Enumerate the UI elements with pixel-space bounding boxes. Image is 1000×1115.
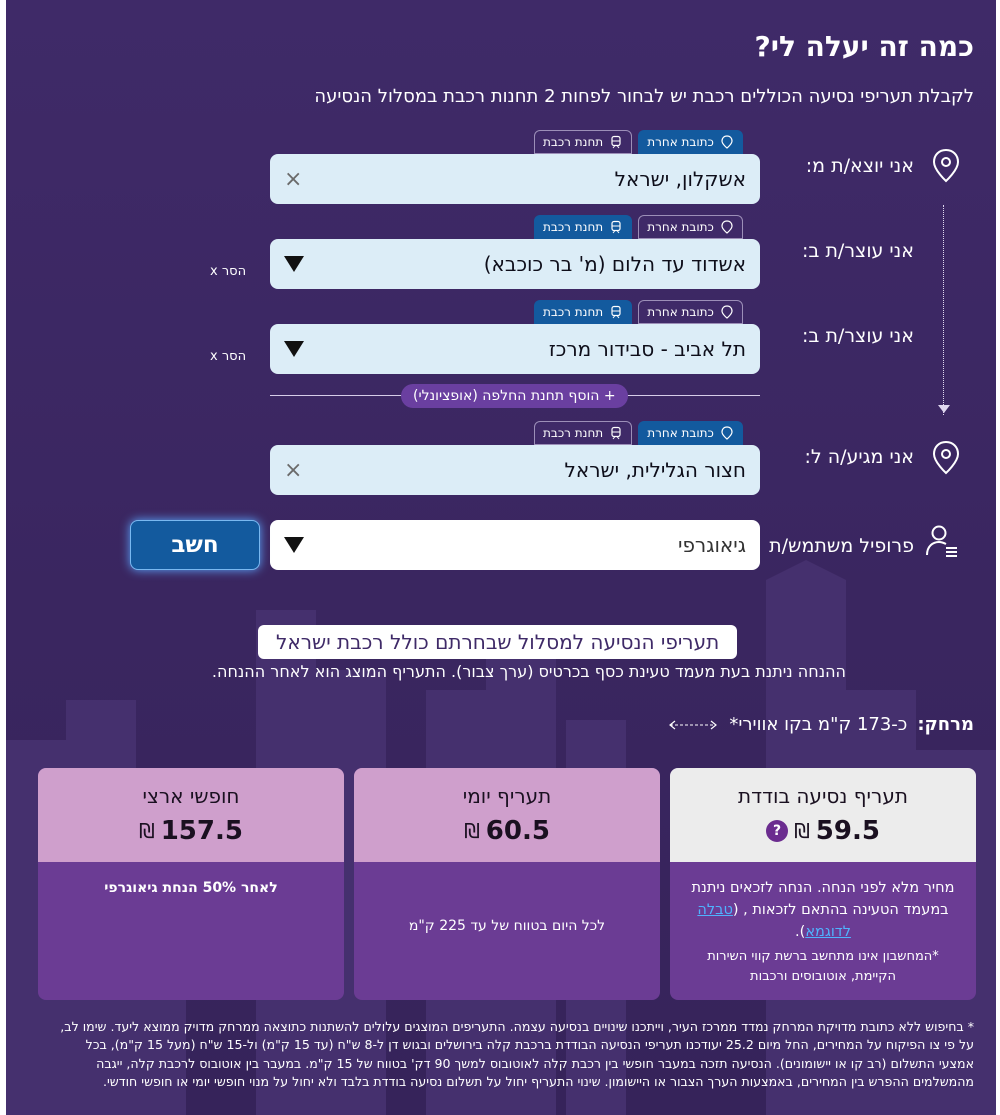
option-train-label: תחנת רכבת [543,135,604,149]
option-address-label: כתובת אחרת [647,135,714,149]
origin-value: אשקלון, ישראל [614,167,746,191]
location-pin-icon [932,440,960,475]
option-train-label: תחנת רכבת [543,305,604,319]
origin-label: אני יוצא/ת מ: [805,155,914,177]
footnote: * בחיפוש ללא כתובת מדויקת המרחק נמדד ממר… [60,1019,974,1089]
example-table-link[interactable]: טבלה לדוגמא [697,901,851,940]
train-icon [611,135,621,149]
add-transfer-button[interactable]: + הוסף תחנת החלפה (אופציונלי) [401,384,628,408]
stop2-option-address[interactable]: כתובת אחרת [638,300,743,324]
stop2-select[interactable]: תל אביב - סבידור מרכז [270,324,760,374]
national-fare-price: 157.5 [160,816,243,846]
location-pin-icon [721,426,733,440]
origin-clear-icon[interactable]: × [284,166,303,192]
stop2-option-train[interactable]: תחנת רכבת [534,300,633,324]
single-fare-price: 59.5 [815,816,880,846]
option-address-label: כתובת אחרת [647,220,714,234]
daily-fare-price: 60.5 [485,816,550,846]
route-arrow-icon [938,405,950,413]
origin-input[interactable]: אשקלון, ישראל × [270,154,760,204]
stop1-label: אני עוצר/ת ב: [802,240,914,262]
daily-fare-price-row: 60.5 ₪ [464,816,550,846]
option-address-label: כתובת אחרת [647,305,714,319]
origin-option-train[interactable]: תחנת רכבת [534,130,633,154]
stop1-remove-button[interactable]: x הסר [210,264,247,279]
national-fare-text: לאחר 50% הנחת גיאוגרפי [104,880,278,896]
stop1-option-address[interactable]: כתובת אחרת [638,215,743,239]
profile-label: פרופיל משתמש/ת [769,535,914,557]
help-icon[interactable]: ? [766,820,789,842]
location-pin-icon [932,148,960,183]
train-icon [611,426,621,440]
single-fare-header: תעריף נסיעה בודדת 59.5 ₪ ? [670,768,976,862]
chevron-down-icon [284,341,304,357]
daily-fare-text: לכל היום בטווח של עד 225 ק"מ [408,918,606,934]
stop2-remove-button[interactable]: x הסר [210,349,247,364]
national-fare-name: חופשי ארצי [142,784,240,808]
option-train-label: תחנת רכבת [543,426,604,440]
results-title: תעריפי הנסיעה למסלול שבחרתם כולל רכבת יש… [258,625,738,659]
results-note: ההנחה ניתנת בעת מעמד טעינת כסף בכרטיס (ע… [211,662,846,681]
destination-label: אני מגיע/ה ל: [804,446,914,468]
daily-fare-header: תעריף יומי 60.5 ₪ [354,768,660,862]
distance-row: מרחק: כ-173 ק"מ בקו אווירי* [667,714,974,735]
national-fare-header: חופשי ארצי 157.5 ₪ [38,768,344,862]
single-fare-text-end: ). [795,923,806,940]
destination-input[interactable]: חצור הגלילית, ישראל × [270,445,760,495]
distance-label: מרחק: [917,714,974,735]
stop1-value: אשדוד עד הלום (מ' בר כוכבא) [483,252,746,276]
national-fare-card: חופשי ארצי 157.5 ₪ לאחר 50% הנחת גיאוגרפ… [38,768,344,1000]
fare-calculator: כמה זה יעלה לי? לקבלת תעריפי נסיעה הכולל… [6,0,996,1115]
destination-value: חצור הגלילית, ישראל [564,458,746,482]
origin-type-selector: כתובת אחרת תחנת רכבת [534,130,743,154]
stop1-select[interactable]: אשדוד עד הלום (מ' בר כוכבא) [270,239,760,289]
stop2-label: אני עוצר/ת ב: [802,325,914,347]
chevron-down-icon [284,537,304,553]
shekel-symbol: ₪ [139,819,155,843]
profile-select[interactable]: גיאוגרפי [270,520,760,570]
location-pin-icon [721,220,733,234]
stop2-type-selector: כתובת אחרת תחנת רכבת [534,300,743,324]
option-address-label: כתובת אחרת [647,426,714,440]
single-fare-details: מחיר מלא לפני הנחה. הנחה לזכאים ניתנת במ… [670,862,976,1000]
location-pin-icon [721,305,733,319]
single-fare-price-row: 59.5 ₪ ? [766,816,880,846]
page-subtitle: לקבלת תעריפי נסיעה הכוללים רכבת יש לבחור… [314,86,974,107]
destination-type-selector: כתובת אחרת תחנת רכבת [534,421,743,445]
daily-fare-name: תעריף יומי [462,784,552,808]
destination-clear-icon[interactable]: × [284,457,303,483]
single-fare-note: *המחשבון אינו מתחשב ברשת קווי השירות הקי… [707,949,939,984]
distance-value: כ-173 ק"מ בקו אווירי* [729,714,908,735]
destination-option-address[interactable]: כתובת אחרת [638,421,743,445]
single-fare-name: תעריף נסיעה בודדת [738,784,908,808]
train-icon [611,220,621,234]
calculate-button[interactable]: חשב [130,520,260,570]
stop2-value: תל אביב - סבידור מרכז [548,337,746,361]
page-title: כמה זה יעלה לי? [754,30,974,63]
single-fare-card: תעריף נסיעה בודדת 59.5 ₪ ? מחיר מלא לפני… [670,768,976,1000]
shekel-symbol: ₪ [794,819,810,843]
route-connector-line [943,205,944,415]
option-train-label: תחנת רכבת [543,220,604,234]
stop1-option-train[interactable]: תחנת רכבת [534,215,633,239]
chevron-down-icon [284,256,304,272]
origin-option-address[interactable]: כתובת אחרת [638,130,743,154]
single-fare-text: מחיר מלא לפני הנחה. הנחה לזכאים ניתנת במ… [691,880,955,918]
daily-fare-card: תעריף יומי 60.5 ₪ לכל היום בטווח של עד 2… [354,768,660,1000]
distance-arrows-icon [669,720,718,729]
train-icon [611,305,621,319]
national-fare-price-row: 157.5 ₪ [139,816,243,846]
destination-option-train[interactable]: תחנת רכבת [534,421,633,445]
location-pin-icon [721,135,733,149]
shekel-symbol: ₪ [464,819,480,843]
profile-value: גיאוגרפי [677,533,746,557]
user-profile-icon [926,525,957,557]
stop1-type-selector: כתובת אחרת תחנת רכבת [534,215,743,239]
